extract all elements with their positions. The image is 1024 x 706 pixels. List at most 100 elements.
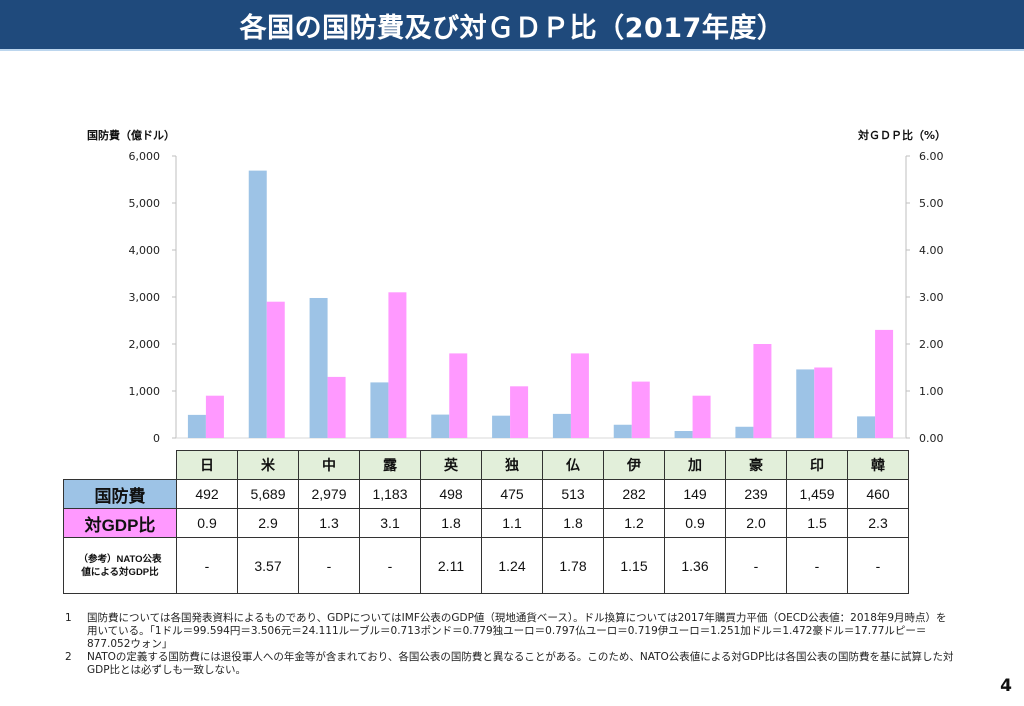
table-cell: 2.0 (725, 508, 787, 538)
row-label: 国防費 (63, 479, 177, 509)
bar-chart: 0 1,000 2,000 3,000 4,000 5,000 6,000 0.00 1.00 2… (129, 150, 944, 445)
table-cell: 498 (420, 479, 482, 509)
table-header-cell: 韓 (847, 450, 909, 480)
table-cell: 1.5 (786, 508, 848, 538)
table-cell: - (359, 537, 421, 594)
bar-gdp-ratio (449, 353, 468, 438)
table-cell: 1.2 (603, 508, 665, 538)
table-header-cell: 露 (359, 450, 421, 480)
table-header-cell: 米 (237, 450, 299, 480)
right-tick-label: 3.00 (919, 291, 944, 304)
footnote-number: 1 (65, 612, 72, 624)
table-header-cell: 加 (664, 450, 726, 480)
table-cell: 2.11 (420, 537, 482, 594)
left-tick-label: 0 (153, 432, 160, 445)
table-cell: 2.9 (237, 508, 299, 538)
table-cell: 1,183 (359, 479, 421, 509)
right-tick-label: 0.00 (919, 432, 944, 445)
bar-defense-spending (187, 414, 206, 438)
left-axis-title: 国防費（億ドル） (87, 129, 175, 142)
footnotes: 1 国防費については各国発表資料によるものであり、GDPについてはIMF公表のG… (65, 612, 955, 677)
table-header-cell: 伊 (603, 450, 665, 480)
bar-gdp-ratio (631, 381, 650, 438)
table-cell: 2.3 (847, 508, 909, 538)
page-number: 4 (1000, 676, 1012, 696)
bar-gdp-ratio (875, 329, 894, 438)
page-title: 各国の国防費及び対ＧＤＰ比（2017年度） (239, 13, 785, 44)
table-header-cell: 英 (420, 450, 482, 480)
table-cell: 3.57 (237, 537, 299, 594)
bar-defense-spending (431, 414, 450, 438)
table-cell: 1,459 (786, 479, 848, 509)
bar-defense-spending (309, 297, 328, 438)
bar-defense-spending (248, 170, 267, 438)
bar-gdp-ratio (205, 395, 224, 438)
table-cell: 0.9 (664, 508, 726, 538)
table-cell: 513 (542, 479, 604, 509)
right-tick-label: 6.00 (919, 150, 944, 163)
bar-gdp-ratio (266, 301, 285, 438)
bar-gdp-ratio (753, 344, 772, 438)
table-cell: 1.8 (420, 508, 482, 538)
table-cell: - (176, 537, 238, 594)
table-header-row: 日米中露英独仏伊加豪印韓 (63, 450, 909, 480)
left-tick-label: 5,000 (129, 197, 161, 210)
right-tick-label: 1.00 (919, 385, 944, 398)
table-cell: - (298, 537, 360, 594)
table-cell: 2,979 (298, 479, 360, 509)
right-tick-label: 5.00 (919, 197, 944, 210)
row-label: （参考）NATO公表 値による対GDP比 (63, 537, 177, 594)
bar-gdp-ratio (692, 395, 711, 438)
table-corner (63, 450, 177, 480)
right-tick-label: 2.00 (919, 338, 944, 351)
bar-defense-spending (492, 415, 511, 438)
bar-defense-spending (735, 426, 754, 438)
table-cell: 1.24 (481, 537, 543, 594)
footnote-1: 1 国防費については各国発表資料によるものであり、GDPについてはIMF公表のG… (65, 612, 955, 651)
bar-defense-spending (552, 413, 571, 438)
row-label: 対GDP比 (63, 508, 177, 538)
table-cell: 5,689 (237, 479, 299, 509)
table-header-cell: 印 (786, 450, 848, 480)
row-label-line: （参考）NATO公表 (78, 553, 162, 565)
bar-defense-spending (370, 382, 389, 438)
table-header-cell: 日 (176, 450, 238, 480)
left-tick-label: 4,000 (129, 244, 161, 257)
bar-gdp-ratio (814, 367, 833, 438)
table-row: （参考）NATO公表 値による対GDP比 -3.57- -2.11 1.24 1.78 1.… (63, 537, 909, 594)
table-cell: 3.1 (359, 508, 421, 538)
table-cell: 492 (176, 479, 238, 509)
table-cell: 1.8 (542, 508, 604, 538)
table-row: 国防費 492 5,689 2,979 1,183 498 475 513 282 149 239 1… (63, 479, 909, 509)
left-tick-label: 6,000 (129, 150, 161, 163)
table-row: 対GDP比 0.9 2.9 1.3 3.1 1.8 1.1 1.8 1.2 0.9 2.0 1.5 2.… (63, 508, 909, 538)
table-cell: 1.78 (542, 537, 604, 594)
row-label-line: 値による対GDP比 (81, 566, 159, 578)
bar-defense-spending (796, 369, 815, 438)
table-cell: 1.15 (603, 537, 665, 594)
footnote-text: NATOの定義する国防費には退役軍人への年金等が含まれており、各国公表の国防費と… (87, 651, 954, 676)
table-header-cell: 独 (481, 450, 543, 480)
bar-gdp-ratio (388, 292, 407, 438)
table-cell: 149 (664, 479, 726, 509)
table-cell: 0.9 (176, 508, 238, 538)
footnote-2: 2 NATOの定義する国防費には退役軍人への年金等が含まれており、各国公表の国防… (65, 651, 955, 677)
table-cell: - (725, 537, 787, 594)
table-header-cell: 中 (298, 450, 360, 480)
table-cell: 460 (847, 479, 909, 509)
table-cell: - (847, 537, 909, 594)
table-cell: 282 (603, 479, 665, 509)
data-table: 日米中露英独仏伊加豪印韓国防費 492 5,689 2,979 1,183 498 475 5… (63, 450, 909, 594)
bar-gdp-ratio (327, 376, 346, 438)
bar-defense-spending (857, 416, 876, 438)
left-tick-label: 3,000 (129, 291, 161, 304)
right-tick-label: 4.00 (919, 244, 944, 257)
left-tick-label: 1,000 (129, 385, 161, 398)
footnote-text: 国防費については各国発表資料によるものであり、GDPについてはIMF公表のGDP… (87, 612, 947, 650)
table-header-cell: 豪 (725, 450, 787, 480)
table-cell: 1.36 (664, 537, 726, 594)
title-bar: 各国の国防費及び対ＧＤＰ比（2017年度） (0, 0, 1024, 51)
bar-gdp-ratio (510, 386, 529, 438)
table-header-cell: 仏 (542, 450, 604, 480)
table-cell: - (786, 537, 848, 594)
